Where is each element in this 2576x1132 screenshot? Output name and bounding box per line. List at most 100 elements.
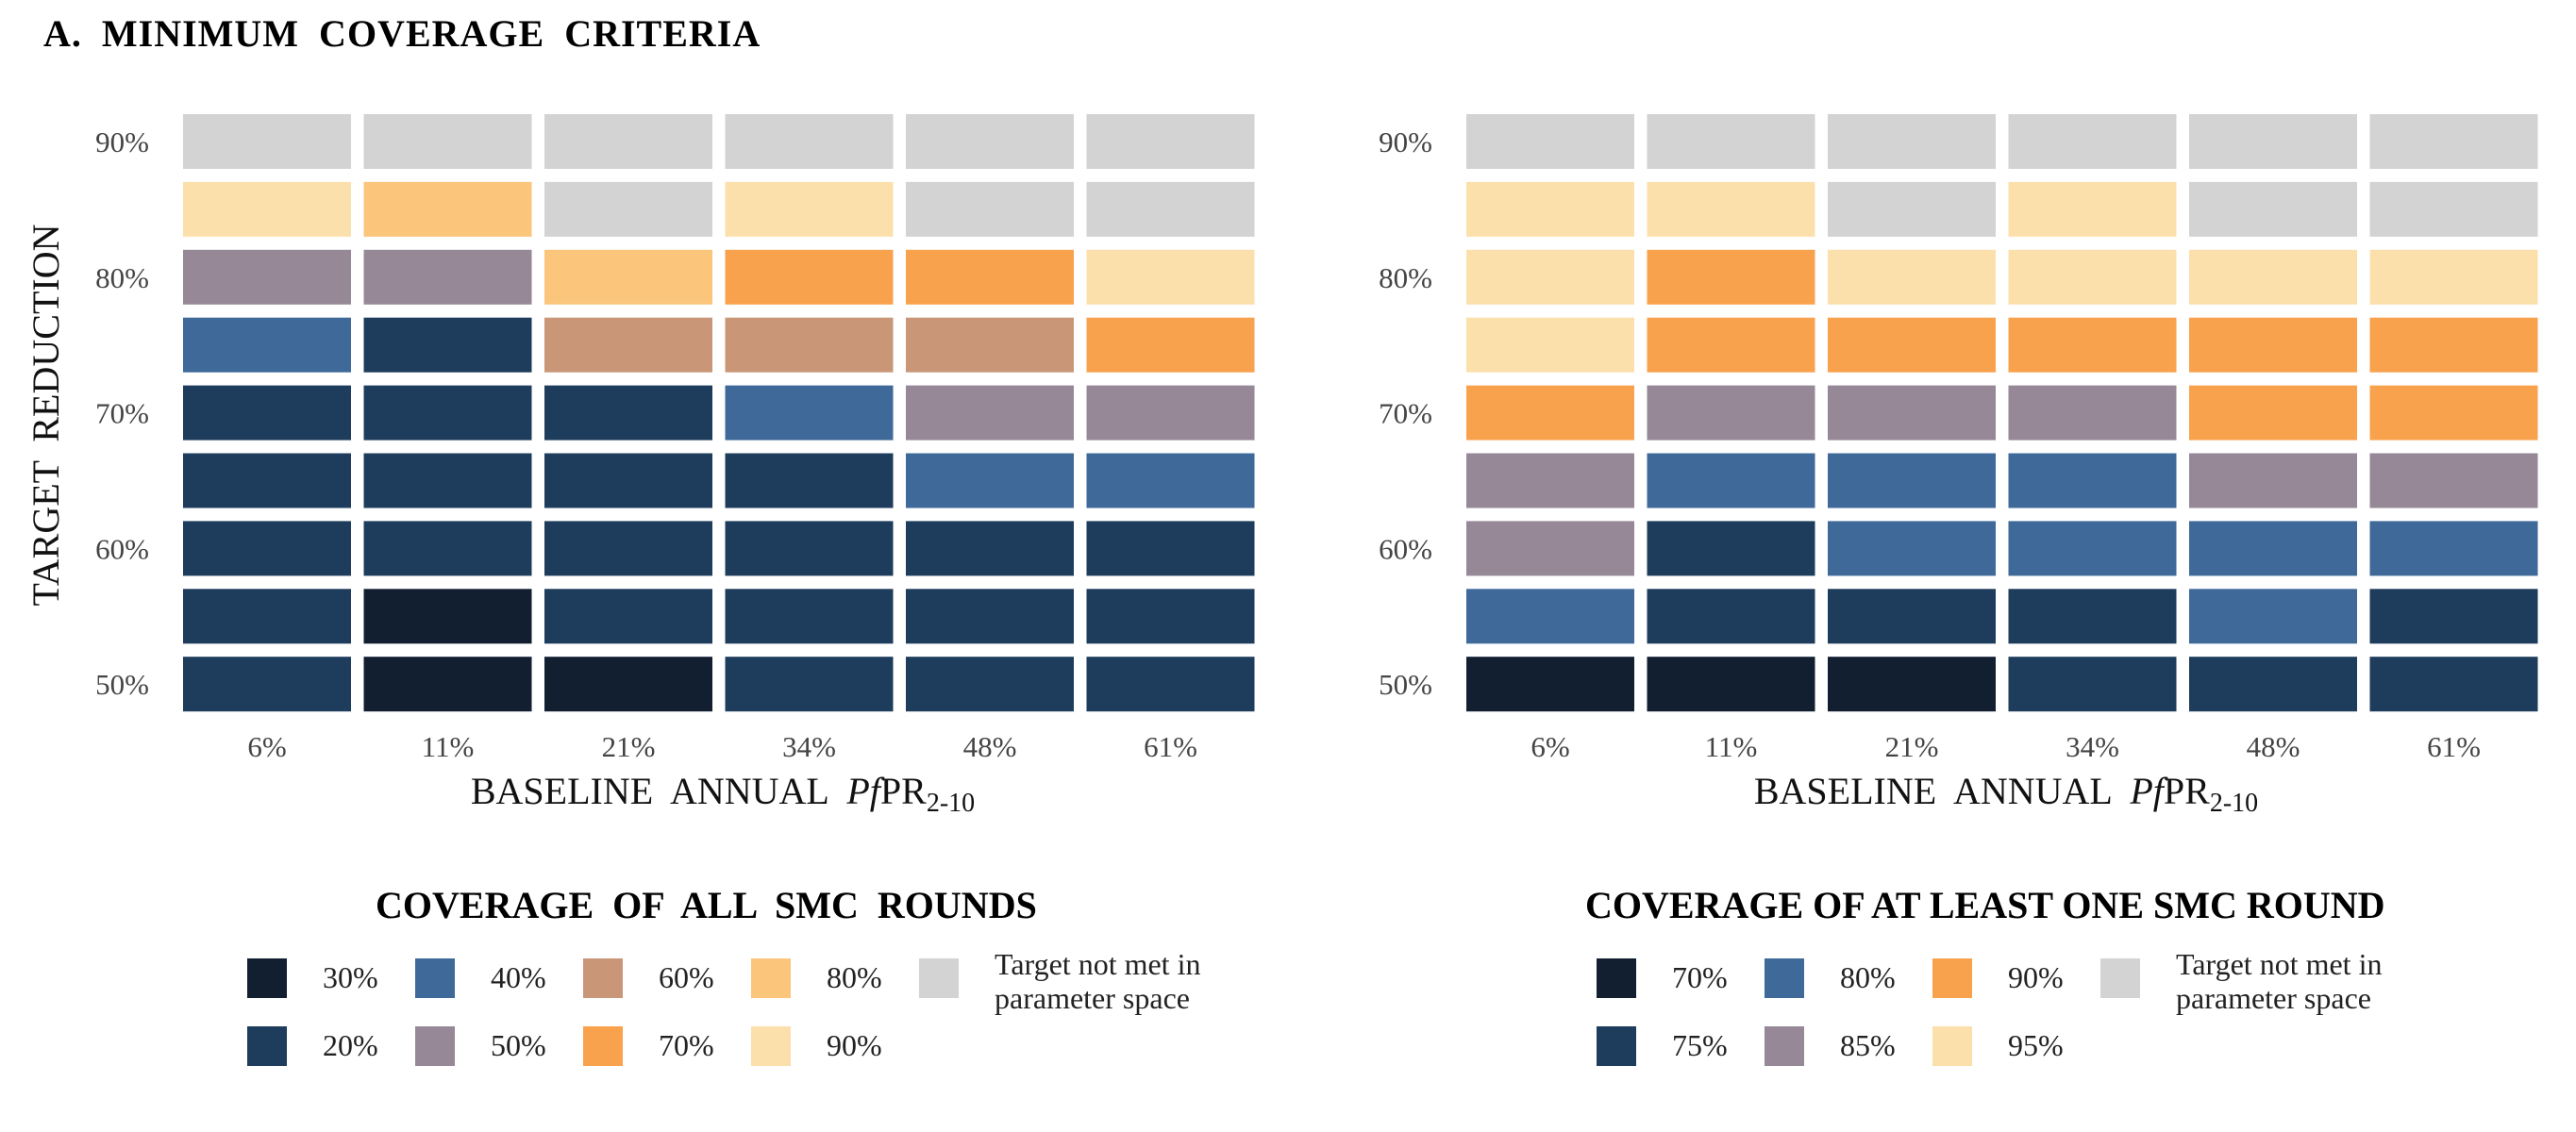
legend-label: 85% <box>1840 1028 1896 1062</box>
heatmap-cell <box>363 521 532 576</box>
legend-item: 40% <box>415 958 566 998</box>
legend-label: 70% <box>659 1028 714 1062</box>
heatmap-cell <box>1466 249 1634 305</box>
heatmap-cell <box>183 181 351 237</box>
heatmap-cell <box>1086 385 1255 441</box>
heatmap-cell <box>544 249 712 305</box>
x-axis-label: BASELINE ANNUAL PfPR2-10 <box>471 770 975 818</box>
legend-label: Target not met in parameter space <box>995 947 1201 1015</box>
figure-title: A. MINIMUM COVERAGE CRITERIA <box>43 12 761 55</box>
x-tick-label: 34% <box>2066 730 2119 763</box>
heatmap-cell <box>1828 181 1996 237</box>
legend-label: Target not met in parameter space <box>2176 947 2383 1015</box>
heatmap-cell <box>544 521 712 576</box>
heatmap-cell <box>1828 249 1996 305</box>
heatmap-cell <box>544 317 712 373</box>
heatmap-cell <box>1647 521 1815 576</box>
heatmap-cell <box>725 181 894 237</box>
heatmap-cell <box>906 657 1074 712</box>
heatmap-cell <box>1086 114 1255 169</box>
legend-swatch <box>247 1026 287 1066</box>
legend-label: 30% <box>323 960 378 994</box>
legend-label: 95% <box>2008 1028 2064 1062</box>
heatmap-cell <box>2369 521 2538 576</box>
x-tick-label: 6% <box>1531 730 1569 763</box>
heatmap-cell <box>1466 521 1634 576</box>
y-tick-label: 80% <box>95 261 149 294</box>
x-tick-label: 34% <box>782 730 836 763</box>
heatmap-cell <box>2369 657 2538 712</box>
heatmap-cell <box>183 453 351 508</box>
heatmap-cell <box>2369 181 2538 237</box>
heatmap-cell <box>2189 114 2357 169</box>
legend-item: 20% <box>247 1026 398 1066</box>
legend-label: 90% <box>2008 960 2064 994</box>
heatmap-cell <box>2189 317 2357 373</box>
legend-swatch <box>1765 958 1804 998</box>
heatmap-cell <box>2189 181 2357 237</box>
heatmap-cell <box>725 453 894 508</box>
heatmap-cell <box>2369 317 2538 373</box>
heatmap-cell <box>1647 317 1815 373</box>
heatmap-cell <box>1828 317 1996 373</box>
legend-label: 20% <box>323 1028 378 1062</box>
heatmap-cell <box>2189 521 2357 576</box>
legend-swatch <box>1597 958 1636 998</box>
heatmap-cell <box>906 114 1074 169</box>
legend-label: 60% <box>659 960 714 994</box>
legend-item: 80% <box>751 958 902 998</box>
heatmap-cell <box>2008 385 2177 441</box>
heatmap-cell <box>1086 181 1255 237</box>
legend-item: 80% <box>1765 958 1915 998</box>
heatmap-cell <box>725 521 894 576</box>
y-tick-label: 50% <box>1379 668 1432 701</box>
heatmap-cell <box>2008 589 2177 644</box>
heatmap-cell <box>2369 589 2538 644</box>
heatmap-cell <box>183 521 351 576</box>
heatmap-cell <box>1086 249 1255 305</box>
legend-item: 30% <box>247 958 398 998</box>
heatmap-cell <box>183 317 351 373</box>
heatmap-cell <box>2369 385 2538 441</box>
legend-item: 75% <box>1597 1026 1748 1066</box>
legend-swatch <box>1597 1026 1636 1066</box>
heatmap-cell <box>544 181 712 237</box>
heatmap-cell <box>183 589 351 644</box>
heatmap-cell <box>1466 317 1634 373</box>
heatmap-cell <box>1647 589 1815 644</box>
legend-label: 80% <box>827 960 882 994</box>
legend-swatch <box>751 958 791 998</box>
heatmap-cell <box>2008 521 2177 576</box>
heatmap-cell <box>1828 114 1996 169</box>
legend-swatch <box>583 958 623 998</box>
heatmap-cell <box>1466 385 1634 441</box>
heatmap-cell <box>363 385 532 441</box>
x-tick-label: 61% <box>1144 730 1197 763</box>
heatmap-cell <box>544 657 712 712</box>
heatmap-cell <box>906 317 1074 373</box>
heatmap-cell <box>544 589 712 644</box>
heatmap-cell <box>183 249 351 305</box>
heatmap-cell <box>1828 385 1996 441</box>
legend-label: 70% <box>1672 960 1728 994</box>
heatmap-cell <box>1466 453 1634 508</box>
heatmap-cell <box>906 249 1074 305</box>
heatmap-cell <box>1466 589 1634 644</box>
heatmap-cell <box>363 317 532 373</box>
heatmap-cell <box>725 317 894 373</box>
legend-item: 90% <box>751 1026 902 1066</box>
heatmap-cell <box>725 249 894 305</box>
y-tick-label: 60% <box>1379 532 1432 565</box>
legend-swatch <box>415 1026 455 1066</box>
heatmap-cell <box>183 657 351 712</box>
legend-label: 80% <box>1840 960 1896 994</box>
legend-item: 90% <box>1932 958 2083 998</box>
heatmap-cell <box>2189 589 2357 644</box>
heatmap-cell <box>1647 385 1815 441</box>
y-tick-label: 90% <box>1379 125 1432 158</box>
heatmap-cell <box>2189 385 2357 441</box>
legend-label: 90% <box>827 1028 882 1062</box>
x-tick-label: 6% <box>247 730 286 763</box>
heatmap-cell <box>1647 453 1815 508</box>
heatmap-cell <box>1086 317 1255 373</box>
